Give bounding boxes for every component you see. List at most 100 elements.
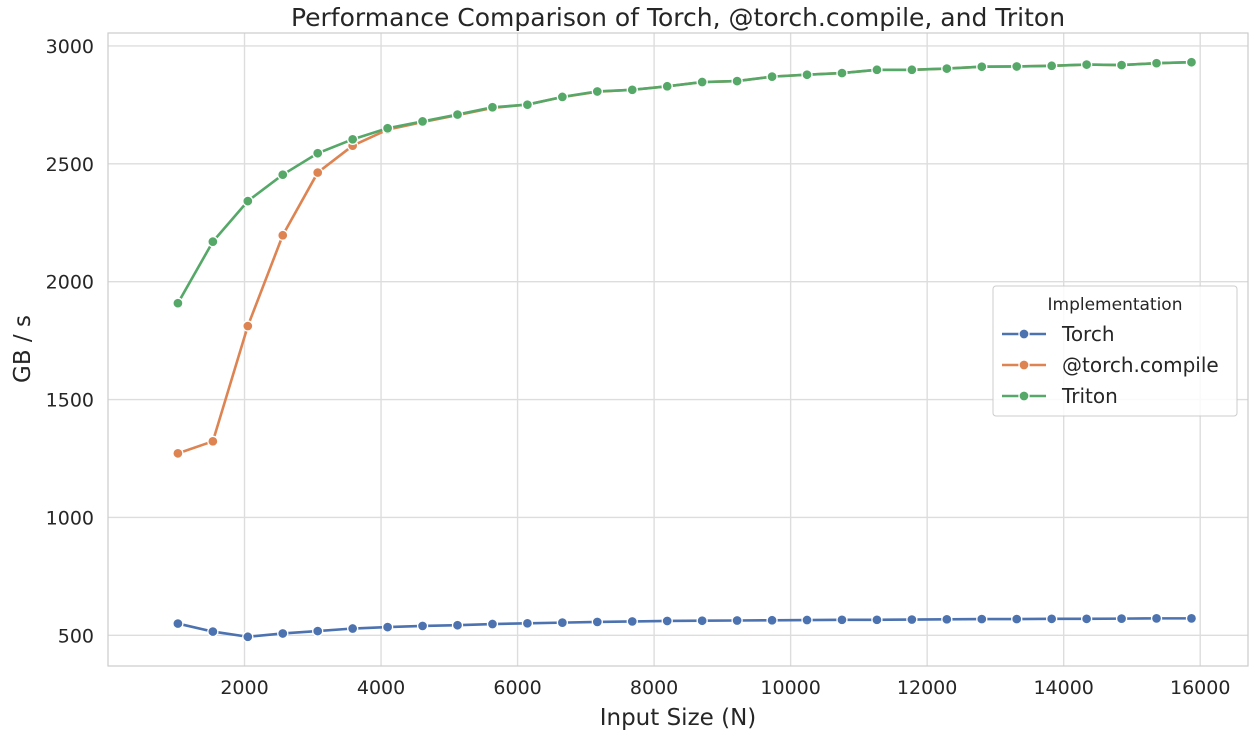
series-triton (172, 56, 1198, 309)
data-point-triton (1115, 59, 1128, 71)
data-point-torch (207, 625, 219, 638)
data-point-torch (486, 618, 499, 630)
legend-title: Implementation (1048, 295, 1183, 315)
data-point-triton (381, 122, 394, 134)
data-point-torch (801, 614, 813, 626)
data-point-torch (381, 621, 394, 633)
data-point-torch (1115, 612, 1128, 625)
legend-label: @torch.compile (1062, 353, 1219, 377)
legend-label: Torch (1061, 322, 1115, 346)
data-point-triton (871, 64, 883, 76)
data-point-torch (1080, 613, 1093, 625)
data-point-torch (731, 614, 743, 627)
y-tick-label: 2500 (46, 154, 94, 176)
x-tick-label: 4000 (357, 677, 405, 699)
data-point-triton (1011, 60, 1023, 73)
legend: Implementation Torch @torch.compile Triton (992, 285, 1238, 417)
data-point-triton (661, 80, 673, 92)
x-tick-label: 10000 (760, 677, 820, 699)
data-point-torch-compile (242, 320, 254, 332)
x-tick-label: 8000 (630, 677, 678, 699)
data-point-torch (312, 625, 324, 637)
data-point-torch (1150, 612, 1163, 625)
data-point-triton (626, 84, 638, 96)
data-point-torch (766, 614, 778, 626)
data-point-torch-compile (207, 435, 219, 447)
x-tick-label: 6000 (493, 677, 541, 699)
data-point-torch (696, 615, 708, 627)
data-point-triton (591, 85, 603, 98)
data-point-triton (696, 76, 708, 88)
x-tick-label: 14000 (1033, 677, 1093, 699)
data-point-torch (1185, 612, 1198, 625)
y-tick-label: 3000 (46, 36, 94, 58)
y-tick-label: 500 (58, 625, 94, 647)
y-tick-label: 1500 (46, 390, 94, 412)
data-point-triton (906, 64, 918, 76)
data-point-torch (661, 615, 673, 627)
data-point-triton (1080, 58, 1093, 71)
legend-item-torch: Torch (1002, 322, 1115, 346)
data-point-torch (1011, 613, 1023, 625)
data-point-torch (871, 614, 883, 626)
data-point-triton (207, 235, 219, 248)
data-point-torch (941, 613, 953, 625)
data-point-torch-compile (277, 229, 289, 241)
data-point-torch (521, 617, 534, 629)
data-point-torch (556, 616, 569, 629)
legend-box (992, 285, 1238, 417)
data-point-triton (172, 297, 184, 309)
data-point-torch (347, 622, 359, 635)
series-line-torch (177, 617, 1192, 639)
y-tick-label: 2000 (46, 272, 94, 294)
legend-marker (1018, 359, 1030, 371)
data-point-triton (801, 69, 813, 81)
data-point-triton (486, 101, 499, 113)
data-point-triton (242, 195, 254, 207)
data-point-triton (312, 147, 324, 159)
legend-item-torch-compile: @torch.compile (1002, 353, 1219, 377)
data-point-torch (591, 616, 603, 628)
data-point-torch (976, 613, 988, 625)
data-point-triton (1046, 60, 1058, 72)
y-axis-label: GB / s (10, 315, 36, 383)
data-point-triton (941, 62, 953, 75)
x-tick-label: 16000 (1170, 677, 1230, 699)
x-axis-label: Input Size (N) (600, 705, 757, 731)
data-point-triton (766, 70, 778, 83)
data-point-torch-compile (312, 166, 324, 179)
data-point-torch (277, 627, 289, 640)
data-point-triton (976, 61, 988, 73)
data-point-triton (451, 108, 464, 121)
data-point-triton (731, 75, 743, 87)
x-tick-label: 2000 (220, 677, 268, 699)
data-point-triton (521, 99, 534, 111)
data-point-torch (451, 619, 464, 631)
y-tick-label: 1000 (46, 507, 94, 529)
plot-area-frame (107, 32, 1249, 667)
legend-item-triton: Triton (1002, 384, 1118, 408)
data-point-torch (836, 614, 848, 626)
data-point-triton (347, 133, 359, 145)
data-point-torch (416, 620, 429, 632)
data-point-triton (556, 91, 569, 103)
data-point-triton (416, 115, 429, 128)
data-point-torch (242, 631, 254, 643)
x-tick-label: 12000 (897, 677, 957, 699)
data-point-torch (906, 613, 918, 626)
data-point-torch (172, 617, 184, 630)
data-point-torch-compile (172, 447, 184, 459)
data-point-torch (1046, 613, 1058, 625)
series-line-triton (176, 60, 1192, 304)
legend-marker (1018, 390, 1030, 402)
legend-label: Triton (1061, 384, 1118, 408)
data-point-triton (1150, 57, 1163, 69)
chart-title: Performance Comparison of Torch, @torch.… (291, 3, 1065, 32)
data-point-triton (1185, 56, 1198, 68)
data-point-triton (836, 67, 848, 79)
series-torch (172, 612, 1198, 643)
data-point-triton (277, 169, 289, 181)
legend-marker (1018, 328, 1030, 340)
